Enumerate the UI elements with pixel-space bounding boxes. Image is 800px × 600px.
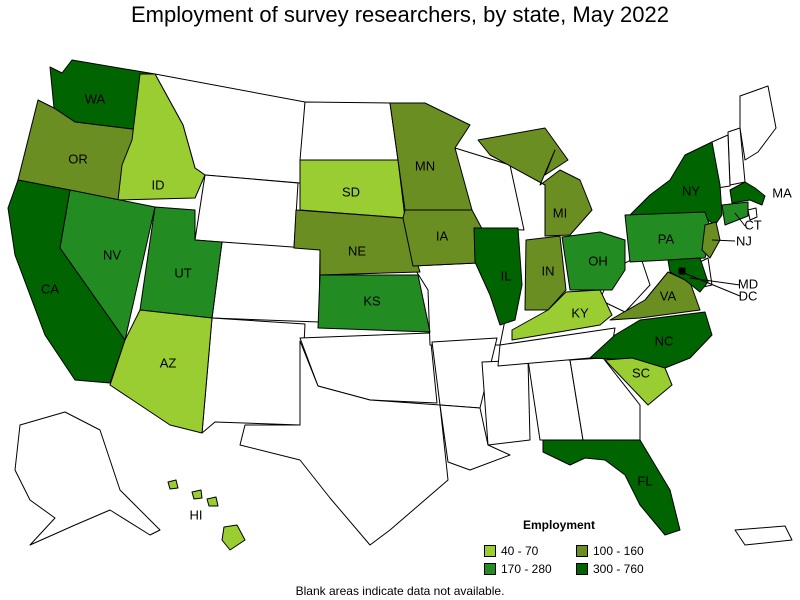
label-CT: CT <box>744 217 761 232</box>
legend-swatch <box>576 545 588 557</box>
legend-title: Employment <box>522 518 595 532</box>
state-MS <box>481 359 531 446</box>
state-AK <box>14 411 161 546</box>
label-NV: NV <box>103 247 121 262</box>
label-MN: MN <box>415 158 435 173</box>
state-LA <box>439 404 511 471</box>
legend-item-300-760: 300 - 760 <box>576 562 668 576</box>
dc-marker <box>679 268 685 274</box>
legend-swatch <box>484 545 496 557</box>
label-DC: DC <box>739 288 758 303</box>
label-NC: NC <box>655 333 674 348</box>
state-WY <box>194 174 299 249</box>
state-ID <box>117 73 206 201</box>
legend-swatch <box>576 563 588 575</box>
data-states <box>7 59 766 551</box>
legend-label: 40 - 70 <box>501 544 539 558</box>
map-title: Employment of survey researchers, by sta… <box>130 2 669 27</box>
legend-label: 100 - 160 <box>593 544 644 558</box>
label-MD: MD <box>738 276 758 291</box>
nj-leader-line <box>711 239 736 242</box>
state-OH <box>561 231 626 291</box>
label-IL: IL <box>501 268 512 283</box>
state-FL <box>542 439 681 536</box>
label-CA: CA <box>41 281 59 296</box>
state-IN <box>524 235 567 311</box>
label-OH: OH <box>588 253 608 268</box>
state-MI <box>477 127 593 237</box>
no-data-states <box>14 73 793 546</box>
label-MI: MI <box>553 205 567 220</box>
label-UT: UT <box>174 265 191 280</box>
label-PA: PA <box>658 231 675 246</box>
label-NY: NY <box>682 183 700 198</box>
label-KY: KY <box>571 305 589 320</box>
state-TX <box>239 340 449 546</box>
legend-item-170-280: 170 - 280 <box>484 562 576 576</box>
label-WA: WA <box>85 91 106 106</box>
legend-label: 300 - 760 <box>593 562 644 576</box>
label-HI: HI <box>190 507 203 522</box>
label-KS: KS <box>363 293 381 308</box>
state-NM <box>201 317 306 434</box>
state-NY <box>629 141 723 226</box>
state-MA <box>729 181 766 206</box>
label-IA: IA <box>436 228 449 243</box>
label-OR: OR <box>68 151 88 166</box>
legend-item-40-70: 40 - 70 <box>484 544 576 558</box>
state-KY <box>511 289 613 341</box>
footnote: Blank areas indicate data not available. <box>295 584 505 598</box>
label-VA: VA <box>660 288 677 303</box>
legend-swatch <box>484 563 496 575</box>
state-IL <box>473 227 523 326</box>
state-SC <box>604 357 673 406</box>
legend-label: 170 - 280 <box>501 562 552 576</box>
state-labels: WA OR CA ID NV UT AZ SD NE KS MN IA IL M… <box>41 91 792 522</box>
state-HI <box>167 479 246 551</box>
label-AZ: AZ <box>160 355 177 370</box>
label-MA: MA <box>772 185 792 200</box>
label-IN: IN <box>542 263 555 278</box>
label-SC: SC <box>632 365 650 380</box>
legend-items: 40 - 70 100 - 160 170 - 280 300 - 760 <box>484 544 644 576</box>
state-KS <box>317 274 431 333</box>
state-PR <box>734 525 793 546</box>
state-NJ <box>701 221 721 259</box>
ct-leader-line <box>734 212 746 227</box>
state-ME <box>739 85 777 161</box>
state-ND <box>299 101 399 161</box>
legend: Employment 40 - 70 100 - 160 170 - 280 3… <box>484 518 644 576</box>
state-CO <box>211 241 321 323</box>
state-AZ <box>109 309 213 434</box>
label-NE: NE <box>348 243 366 258</box>
label-ID: ID <box>152 177 165 192</box>
label-NJ: NJ <box>736 233 752 248</box>
legend-item-100-160: 100 - 160 <box>576 544 668 558</box>
label-SD: SD <box>342 184 360 199</box>
state-RI <box>747 207 758 221</box>
label-FL: FL <box>637 473 652 488</box>
dc-leader-line <box>683 272 741 297</box>
